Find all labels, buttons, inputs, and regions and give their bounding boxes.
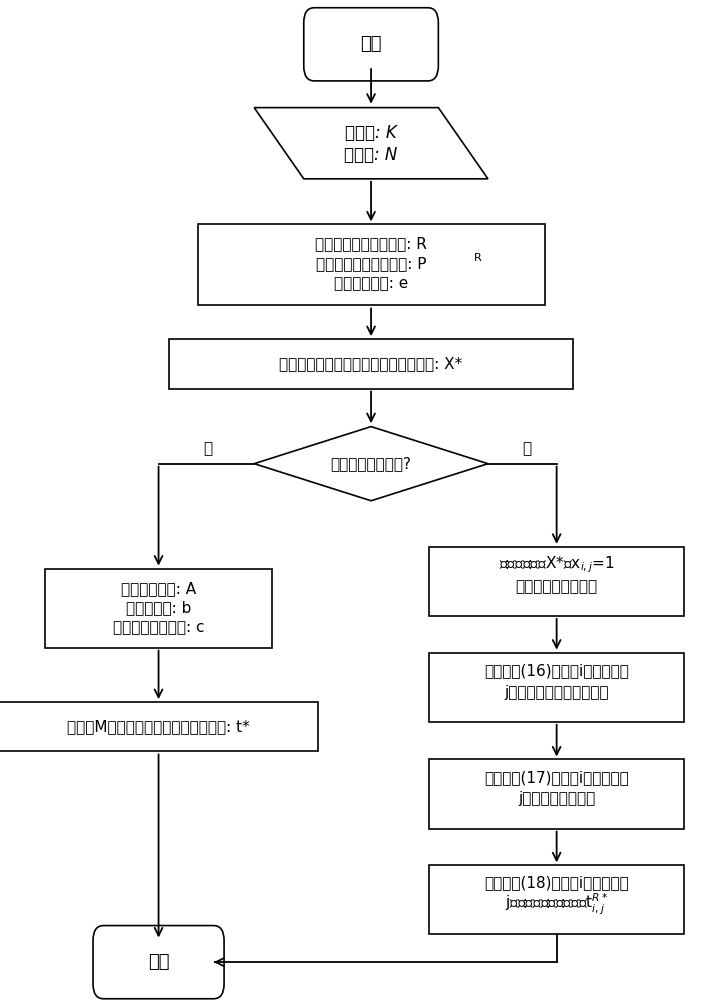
Text: R: R — [474, 253, 481, 263]
Text: 目标函数系数向量: c: 目标函数系数向量: c — [113, 620, 205, 635]
Text: 否: 否 — [204, 441, 213, 456]
Bar — [45, 569, 272, 648]
Text: 时隙数: N: 时隙数: N — [344, 146, 397, 164]
Text: 所对应的中继和时隙: 所对应的中继和时隙 — [515, 579, 598, 594]
Text: 采用分支定界法求解得到中继指派矩阵: X*: 采用分支定界法求解得到中继指派矩阵: X* — [280, 356, 463, 371]
FancyBboxPatch shape — [304, 8, 438, 81]
Text: 约束列向量: b: 约束列向量: b — [126, 601, 191, 616]
Text: 是否考虑能量存储?: 是否考虑能量存储? — [331, 456, 411, 471]
Text: j个时隙的可用能量: j个时隙的可用能量 — [518, 791, 596, 806]
Text: 开始: 开始 — [360, 35, 381, 53]
Bar — [429, 547, 684, 616]
Text: j个时隙所接收到的数据量: j个时隙所接收到的数据量 — [505, 685, 609, 700]
Bar — [429, 865, 684, 934]
Text: 根据公式(17)计算第i个中继在第: 根据公式(17)计算第i个中继在第 — [484, 770, 629, 785]
Polygon shape — [254, 108, 488, 179]
Bar — [0, 702, 318, 751]
Bar — [169, 339, 573, 389]
Text: 根据公式(18)计算第i个中继在第: 根据公式(18)计算第i个中继在第 — [484, 876, 629, 891]
FancyBboxPatch shape — [93, 926, 224, 999]
Text: 中继数: K: 中继数: K — [345, 124, 397, 142]
Text: 计算系数矩阵: A: 计算系数矩阵: A — [121, 581, 196, 596]
Text: 计算端到端吞吐量矩阵: R: 计算端到端吞吐量矩阵: R — [315, 237, 427, 252]
Text: 中继节点发送功率矩阵: P: 中继节点发送功率矩阵: P — [316, 256, 427, 271]
Text: 找到指派矩阵X*中x$_{i,j}$=1: 找到指派矩阵X*中x$_{i,j}$=1 — [499, 554, 614, 575]
Text: 结束: 结束 — [148, 953, 170, 971]
Text: 是: 是 — [522, 441, 531, 456]
Text: 根据公式(16)计算第i个中继在第: 根据公式(16)计算第i个中继在第 — [484, 663, 629, 678]
Text: 采用大M法求解得到最优时间分配向量: t*: 采用大M法求解得到最优时间分配向量: t* — [67, 719, 250, 734]
Bar — [429, 653, 684, 722]
Text: 能量采集向量: e: 能量采集向量: e — [334, 276, 408, 291]
Polygon shape — [254, 427, 488, 501]
Text: j个时隙的最优传输时间t$_{i,j}^{R*}$: j个时隙的最优传输时间t$_{i,j}^{R*}$ — [505, 892, 609, 917]
Bar — [429, 759, 684, 829]
Bar — [197, 224, 545, 305]
